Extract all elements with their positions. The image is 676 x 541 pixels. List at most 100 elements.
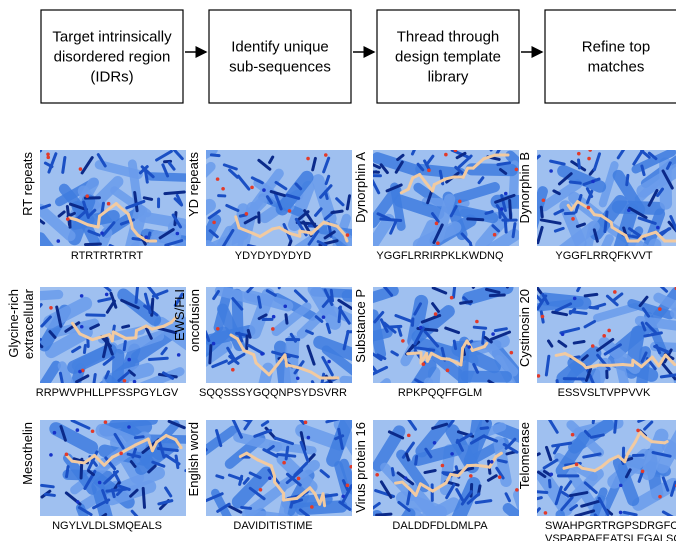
side-chain — [603, 343, 622, 356]
side-chain — [637, 470, 644, 483]
side-chain — [216, 502, 231, 513]
side-chain — [147, 464, 157, 474]
atom — [90, 429, 95, 434]
side-chain — [373, 170, 380, 174]
helix — [451, 181, 500, 204]
side-chain — [161, 163, 170, 178]
helix — [538, 292, 592, 310]
peptide — [136, 233, 149, 243]
side-chain — [321, 356, 334, 377]
helix — [481, 337, 519, 377]
side-chain — [469, 242, 473, 246]
side-chain — [87, 229, 101, 237]
side-chain — [207, 209, 221, 220]
side-chain — [376, 353, 387, 361]
side-chain — [496, 458, 508, 464]
panel-label-line: EWS/FLI — [172, 289, 187, 341]
side-chain — [485, 287, 501, 294]
side-chain — [582, 452, 602, 459]
atom — [122, 378, 127, 383]
side-chain — [160, 346, 168, 356]
side-chain — [212, 289, 220, 301]
side-chain — [499, 168, 508, 175]
side-chain — [373, 178, 381, 195]
sequence: NGYLVLDLSMQEALS — [52, 520, 162, 532]
side-chain — [337, 298, 352, 310]
side-chain — [460, 490, 473, 506]
side-chain — [489, 330, 511, 341]
side-chain — [387, 430, 405, 440]
peptide — [610, 225, 628, 238]
atom — [571, 217, 575, 221]
side-chain — [211, 359, 228, 369]
side-chain — [142, 196, 154, 201]
peptide — [461, 166, 470, 179]
side-chain — [325, 322, 332, 334]
side-chain — [231, 297, 244, 311]
atom — [618, 510, 623, 515]
helix — [167, 220, 186, 240]
atom — [46, 152, 50, 157]
side-chain — [243, 420, 253, 431]
panel-label-line: YD repeats — [186, 152, 201, 218]
panel-label: Cystinosin 20 — [517, 289, 532, 367]
atom — [401, 339, 405, 343]
side-chain — [345, 194, 352, 211]
panel-label: English word — [186, 422, 201, 496]
side-chain — [583, 292, 599, 298]
peptide — [169, 315, 178, 324]
peptide — [471, 157, 486, 170]
atom — [514, 167, 519, 172]
atom — [658, 307, 662, 311]
side-chain — [413, 302, 422, 316]
side-chain — [265, 195, 273, 205]
side-chain — [99, 335, 112, 348]
side-chain — [40, 315, 52, 328]
helix — [393, 194, 445, 220]
atom — [618, 483, 623, 488]
side-chain — [375, 512, 393, 516]
side-chain — [547, 339, 554, 348]
side-chain — [57, 210, 66, 218]
panel-label-line: English word — [186, 422, 201, 496]
side-chain — [346, 330, 352, 334]
sequence-line: RPKPQQFFGLM — [398, 387, 482, 399]
atom — [103, 420, 108, 424]
flow-step-line: Thread through — [397, 29, 500, 46]
atom — [541, 198, 546, 203]
helix — [373, 152, 422, 176]
peptide — [254, 361, 271, 377]
atom — [537, 374, 541, 378]
side-chain — [246, 287, 255, 294]
side-chain — [416, 162, 425, 172]
helix — [258, 362, 274, 383]
panel-label: RT repeats — [20, 152, 35, 216]
peptide — [343, 233, 349, 243]
helix — [75, 503, 89, 516]
flow-step-line: design template — [395, 49, 501, 66]
side-chain — [173, 292, 184, 307]
side-chain — [659, 287, 669, 293]
side-chain — [92, 372, 97, 383]
helix — [268, 441, 317, 455]
helix — [537, 469, 573, 516]
sequence-line: ESSVSLTVPPVVK — [558, 387, 651, 399]
atom — [303, 420, 308, 425]
side-chain — [324, 174, 331, 186]
side-chain — [208, 229, 219, 239]
atom — [497, 475, 502, 479]
side-chain — [496, 161, 512, 167]
side-chain — [172, 150, 184, 161]
side-chain — [544, 354, 551, 377]
protein-structure — [537, 420, 676, 516]
panel-label: Virus protein 16 — [353, 422, 368, 513]
side-chain — [156, 446, 179, 453]
atom — [80, 368, 85, 373]
side-chain — [71, 345, 82, 354]
side-chain — [413, 326, 425, 346]
helix — [139, 367, 185, 383]
peptide — [96, 214, 102, 229]
atom — [586, 205, 591, 210]
atom — [540, 314, 545, 319]
side-chain — [414, 455, 419, 466]
